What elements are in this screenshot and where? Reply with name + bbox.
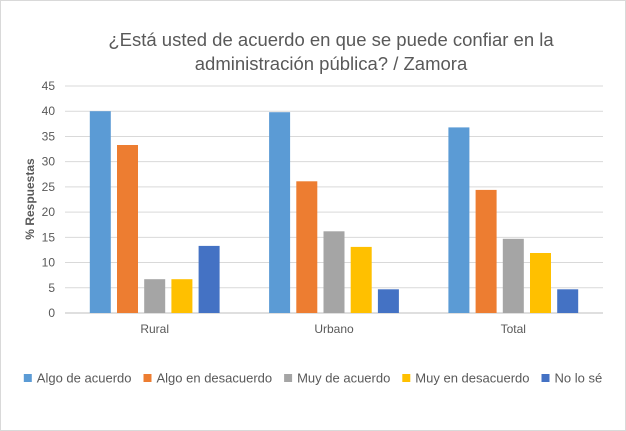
legend-swatch	[284, 374, 293, 382]
x-category-label: Urbano	[314, 322, 354, 336]
legend-label: Muy de acuerdo	[297, 371, 390, 386]
bar	[530, 253, 551, 313]
bar	[557, 289, 579, 313]
bar	[117, 145, 138, 313]
bar	[323, 231, 345, 313]
bar	[198, 245, 220, 313]
bar	[350, 246, 372, 313]
y-tick-label: 0	[48, 306, 55, 320]
y-tick-label: 45	[42, 79, 56, 93]
bar	[269, 112, 291, 313]
y-axis-label: % Respuestas	[23, 158, 37, 240]
y-tick-label: 5	[48, 281, 55, 295]
y-tick-label: 25	[42, 180, 56, 194]
bar	[144, 279, 166, 313]
legend-swatch	[541, 374, 550, 382]
legend-swatch	[402, 374, 411, 382]
x-category-label: Rural	[140, 322, 169, 336]
y-tick-label: 30	[42, 155, 56, 169]
legend-label: Muy en desacuerdo	[415, 371, 529, 386]
y-tick-label: 35	[42, 129, 56, 143]
bars	[89, 111, 579, 314]
y-tick-label: 10	[42, 256, 56, 270]
y-tick-label: 20	[42, 205, 56, 219]
chart-title-line-2: administración pública? / Zamora	[195, 53, 468, 74]
legend: Algo de acuerdo Algo en desacuerdo Muy de …	[23, 371, 603, 386]
legend-label: Algo de acuerdo	[37, 371, 132, 386]
y-axis-ticks: 0 5 10 15 20 25 30 35 40 45	[42, 79, 56, 320]
y-tick-label: 40	[42, 104, 56, 118]
bar	[89, 111, 111, 313]
legend-swatch	[23, 374, 32, 382]
bar	[448, 127, 470, 314]
bar	[377, 289, 399, 313]
legend-swatch	[143, 374, 152, 382]
y-tick-label: 15	[42, 230, 56, 244]
legend-label: Algo en desacuerdo	[157, 371, 273, 386]
bar	[171, 279, 193, 313]
bar	[475, 189, 497, 313]
bar	[296, 181, 318, 313]
bar	[502, 238, 524, 313]
x-axis-categories: Rural Urbano Total	[140, 322, 526, 336]
legend-label: No lo sé	[555, 371, 603, 386]
chart-title-line-1: ¿Está usted de acuerdo en que se puede c…	[108, 29, 554, 50]
x-category-label: Total	[501, 322, 526, 336]
